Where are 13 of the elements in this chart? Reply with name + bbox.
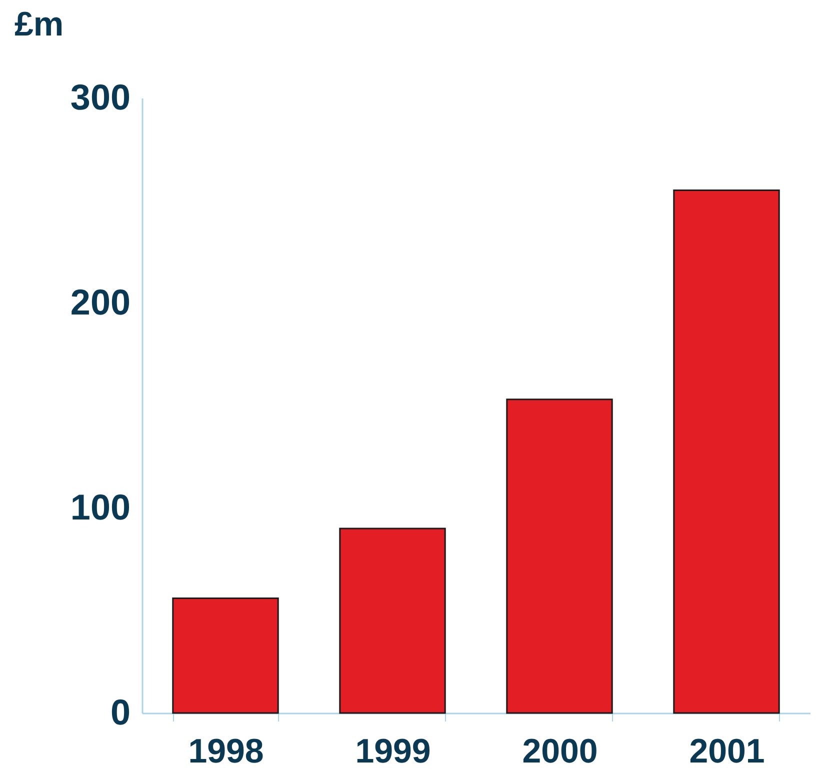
y-tick-label: 300 <box>70 76 130 118</box>
x-tick-label: 2000 <box>522 732 598 770</box>
y-tick-label: 200 <box>70 282 130 322</box>
y-tick-label: 0 <box>110 692 130 732</box>
bar <box>339 528 446 714</box>
bar <box>506 398 613 714</box>
y-tick-label: 100 <box>70 486 130 528</box>
bar <box>673 190 780 714</box>
x-tick-label: 1998 <box>188 732 264 770</box>
x-tick-label: 1999 <box>355 732 431 770</box>
y-axis-title: £m <box>14 6 64 44</box>
x-tick-label: 2001 <box>689 732 765 770</box>
bar <box>172 597 279 714</box>
